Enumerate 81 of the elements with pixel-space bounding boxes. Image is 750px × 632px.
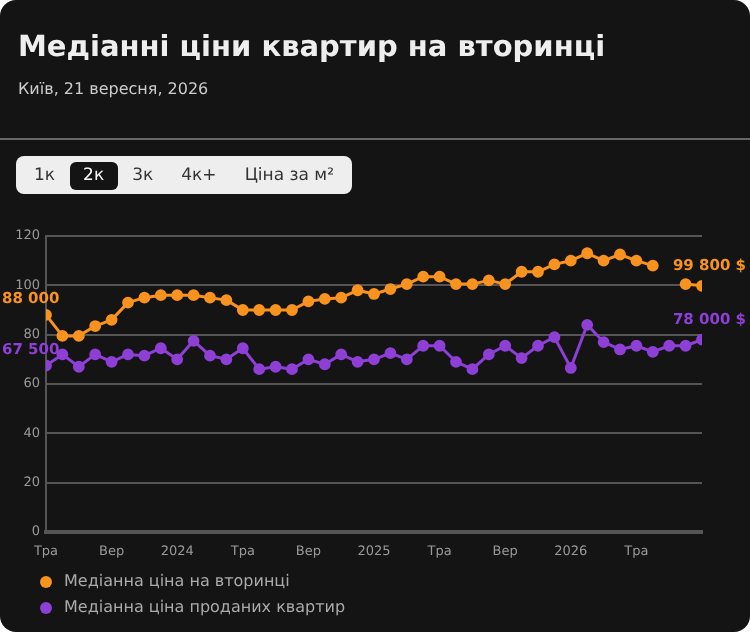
point <box>482 348 495 361</box>
point <box>302 295 315 308</box>
point <box>138 349 151 362</box>
point <box>154 342 167 355</box>
point <box>663 339 676 352</box>
point <box>384 347 397 360</box>
point <box>302 353 315 366</box>
point <box>154 289 167 302</box>
point <box>220 294 233 307</box>
point <box>548 258 561 271</box>
point <box>597 254 610 267</box>
point <box>433 270 446 283</box>
point <box>89 348 102 361</box>
point <box>72 330 85 342</box>
point <box>417 270 430 283</box>
point <box>253 363 266 376</box>
point <box>450 278 462 290</box>
point <box>269 304 282 316</box>
point <box>335 348 348 361</box>
point <box>335 291 348 304</box>
point <box>532 339 544 352</box>
point <box>614 343 626 356</box>
legend-label: Медіанна ціна проданих квартир <box>64 598 346 616</box>
point <box>138 291 151 304</box>
point <box>204 291 216 304</box>
point <box>89 320 102 332</box>
point <box>433 339 446 352</box>
point <box>56 330 69 342</box>
tab-bar: 1к 2к 3к 4к+ Ціна за м² <box>16 156 352 194</box>
point <box>499 278 512 290</box>
point <box>253 304 266 316</box>
point <box>400 278 413 290</box>
point <box>171 353 184 366</box>
point <box>122 296 134 309</box>
point <box>466 363 479 376</box>
point <box>286 304 298 316</box>
point <box>630 254 643 267</box>
point <box>204 349 216 362</box>
point <box>236 304 249 316</box>
point <box>269 360 282 373</box>
point <box>351 284 364 297</box>
point <box>368 288 380 300</box>
point <box>515 352 528 364</box>
point <box>368 353 380 366</box>
point <box>646 259 659 272</box>
point <box>679 278 692 290</box>
point <box>417 339 430 352</box>
point <box>482 274 495 287</box>
point <box>72 360 85 373</box>
point <box>286 363 298 376</box>
point <box>532 265 544 278</box>
point <box>122 348 134 361</box>
point <box>105 313 118 326</box>
point <box>187 289 200 302</box>
point <box>564 362 577 374</box>
point <box>450 355 462 368</box>
point <box>351 355 364 368</box>
chart-subtitle: Київ, 21 вересня, 2026 <box>18 80 209 98</box>
point <box>630 339 643 352</box>
point <box>187 334 200 347</box>
point <box>548 331 561 344</box>
point <box>581 318 594 331</box>
point <box>171 289 184 302</box>
point <box>564 254 577 267</box>
point <box>679 339 692 352</box>
point <box>220 353 233 366</box>
point <box>466 278 479 290</box>
point <box>597 336 610 348</box>
point <box>236 342 249 355</box>
chart-title: Медіанні ціни квартир на вторинці <box>18 32 606 64</box>
point <box>400 353 413 366</box>
point <box>384 283 397 295</box>
point <box>515 265 528 278</box>
legend-label: Медіанна ціна на вторинці <box>64 572 290 590</box>
point <box>614 248 626 261</box>
point <box>318 293 331 305</box>
point <box>646 346 659 358</box>
point <box>105 355 118 368</box>
point <box>581 247 594 260</box>
point <box>499 339 512 352</box>
point <box>318 358 331 371</box>
